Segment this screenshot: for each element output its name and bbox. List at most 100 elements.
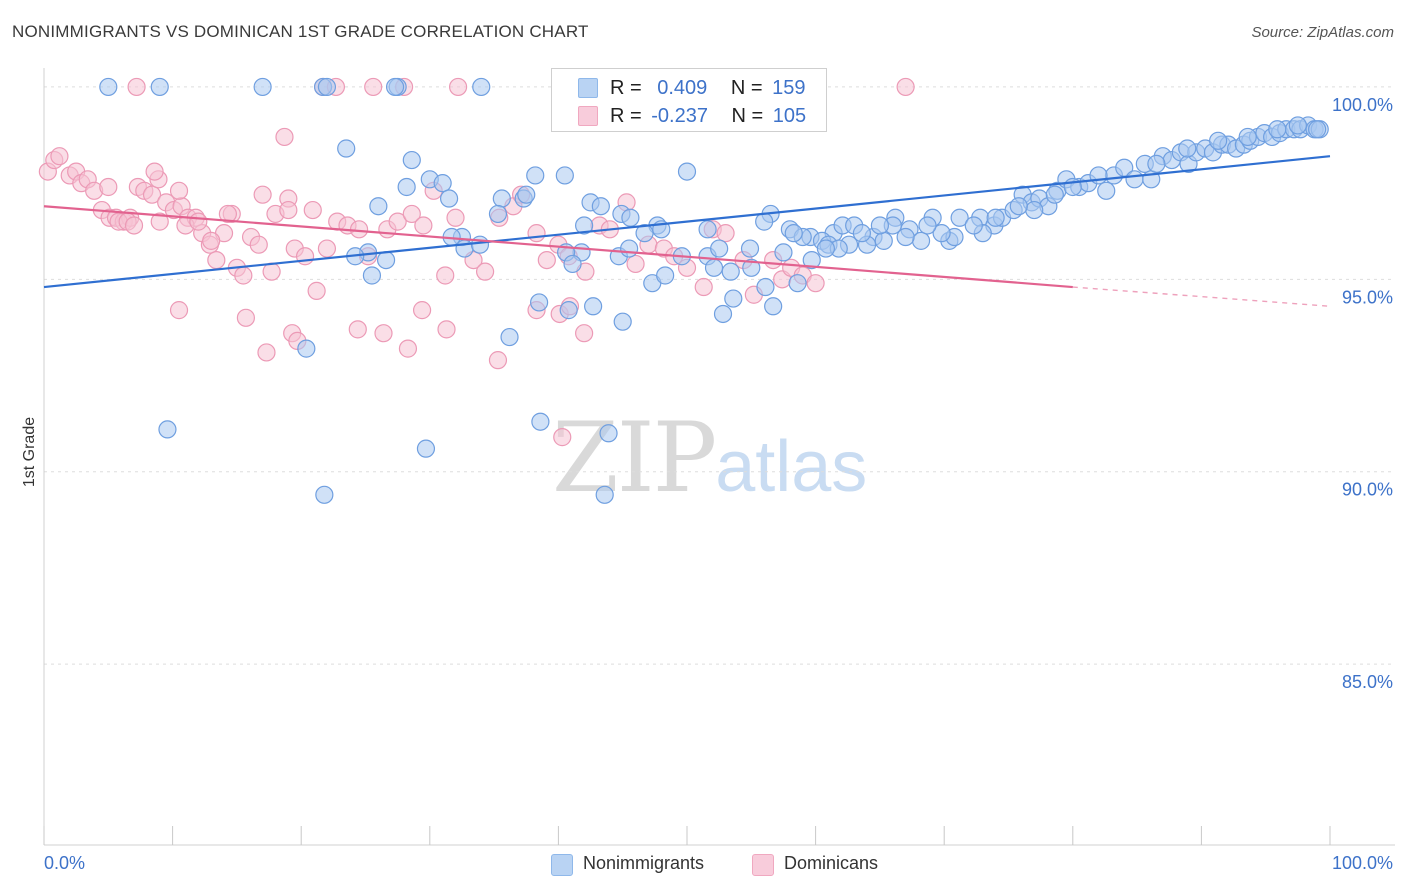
data-point — [710, 239, 729, 258]
data-point — [234, 266, 253, 285]
data-point — [537, 250, 556, 270]
data-point — [870, 216, 890, 235]
data-point — [784, 224, 803, 243]
data-point — [376, 250, 396, 270]
data-point — [189, 212, 208, 231]
data-point — [896, 227, 915, 247]
y-tick-label: 100.0% — [1332, 95, 1393, 115]
data-point — [99, 177, 118, 197]
data-point — [1045, 185, 1064, 204]
data-point — [374, 324, 393, 343]
data-point — [253, 77, 272, 97]
legend-r-label: R = — [610, 77, 648, 99]
dominicans-trend-line — [43, 205, 1073, 289]
data-point — [348, 320, 367, 339]
data-point — [385, 77, 405, 97]
legend-swatch-pink — [752, 854, 774, 876]
data-point — [526, 166, 545, 185]
chart-title: NONIMMIGRANTS VS DOMINICAN 1ST GRADE COR… — [12, 22, 589, 41]
data-point — [724, 289, 743, 308]
axes — [43, 68, 1395, 846]
data-point — [369, 197, 388, 216]
data-point — [774, 243, 793, 262]
data-point — [414, 216, 433, 235]
data-point — [704, 258, 724, 277]
data-point — [317, 239, 337, 258]
data-point — [599, 424, 618, 443]
data-point — [621, 208, 640, 227]
data-point — [721, 262, 740, 281]
data-point — [50, 147, 69, 166]
trend-lines — [43, 155, 1331, 307]
data-point — [964, 216, 983, 235]
data-point — [742, 258, 761, 277]
data-point — [337, 139, 356, 158]
data-point — [169, 301, 189, 320]
data-point — [297, 339, 316, 358]
data-point — [911, 231, 931, 250]
watermark: ZIPatlas — [552, 402, 867, 514]
data-point — [1308, 120, 1327, 139]
nonimmigrants-points — [99, 77, 1329, 504]
data-point — [816, 239, 835, 258]
data-point — [402, 204, 421, 224]
data-point — [716, 224, 735, 243]
data-point — [398, 339, 418, 358]
watermark-atlas: atlas — [715, 427, 868, 507]
data-point — [553, 428, 572, 447]
data-point — [1125, 170, 1144, 189]
axis-labels: 100.0% 95.0% 90.0% 85.0% 0.0% 100.0% 1st Grade — [21, 95, 1393, 873]
data-point — [142, 185, 162, 204]
data-point — [475, 262, 495, 281]
legend-r-value: -0.237 — [651, 105, 708, 127]
data-point — [412, 301, 432, 320]
data-point — [127, 77, 146, 97]
legend-n-value: 105 — [772, 105, 807, 127]
data-point — [315, 485, 334, 504]
legend-r-label: R = — [610, 105, 648, 127]
data-point — [950, 208, 969, 227]
data-point — [575, 324, 594, 343]
data-point — [575, 216, 594, 235]
data-point — [896, 77, 915, 97]
series-legend: Nonimmigrants Dominicans — [0, 853, 1406, 877]
data-point — [530, 293, 549, 312]
y-tick-label: 95.0% — [1342, 287, 1393, 307]
legend-n-label: N = — [730, 77, 769, 99]
y-axis-title: 1st Grade — [21, 417, 38, 487]
data-point — [613, 312, 632, 331]
legend-swatch-blue — [551, 854, 573, 876]
source-label: Source: ZipAtlas.com — [1251, 24, 1394, 41]
correlation-legend: R = 0.409 N = 159 R = -0.237 N = 105 — [551, 68, 827, 132]
legend-swatch-blue — [578, 78, 598, 98]
data-point — [303, 200, 322, 220]
data-point — [788, 274, 807, 293]
data-point — [656, 266, 675, 285]
data-point — [555, 166, 574, 185]
data-point — [595, 485, 614, 504]
data-point — [433, 174, 452, 193]
data-point — [436, 266, 455, 285]
data-point — [986, 208, 1005, 227]
data-point — [1238, 127, 1257, 147]
data-point — [626, 254, 645, 274]
data-point — [740, 239, 760, 258]
data-point — [1209, 131, 1228, 150]
data-point — [591, 197, 610, 216]
data-point — [1009, 197, 1028, 216]
data-point — [150, 212, 169, 231]
data-point — [364, 77, 383, 97]
legend-r-value: 0.409 — [657, 77, 708, 99]
data-point — [262, 262, 281, 281]
data-point — [488, 204, 508, 224]
data-point — [397, 177, 416, 197]
data-point — [559, 301, 578, 320]
data-point — [1147, 154, 1166, 173]
data-point — [416, 439, 436, 458]
data-point — [402, 150, 421, 170]
data-point — [439, 189, 459, 208]
y-tick-label: 85.0% — [1342, 672, 1393, 692]
data-point — [362, 266, 382, 285]
legend-swatch-pink — [578, 106, 598, 126]
data-point — [472, 77, 491, 97]
